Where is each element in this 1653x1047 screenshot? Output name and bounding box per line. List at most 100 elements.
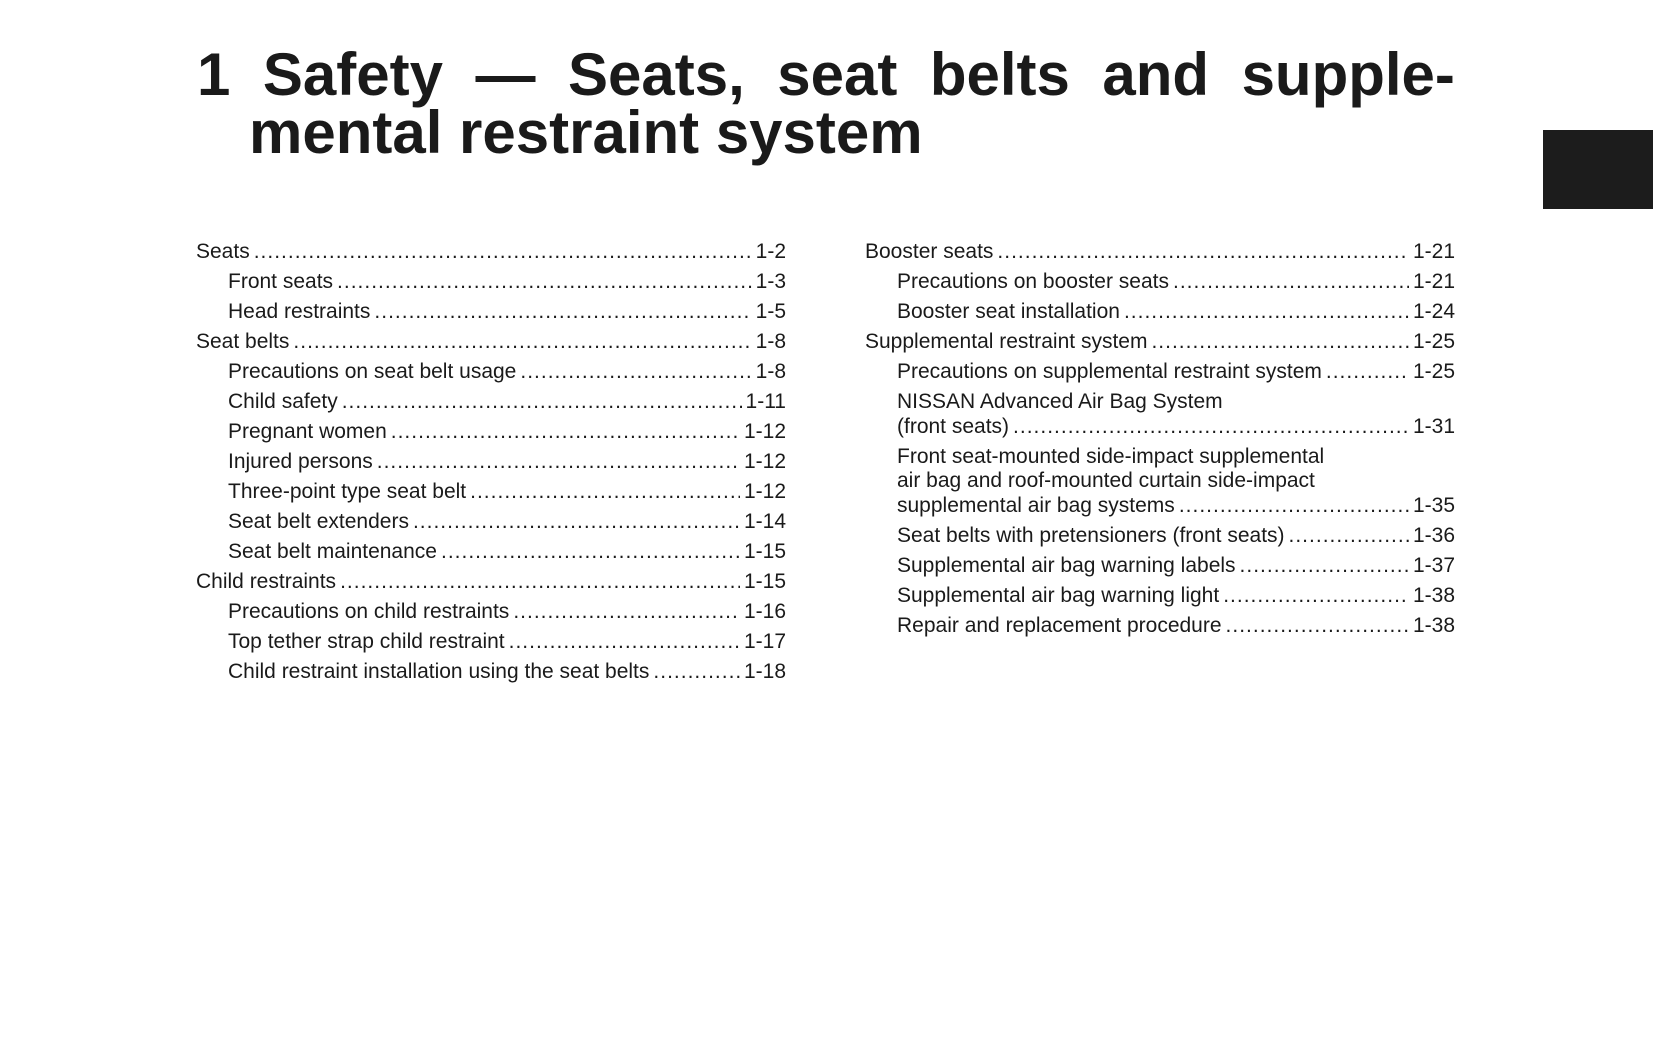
toc-entry-label: Three-point type seat belt (228, 480, 467, 503)
dot-leader (1240, 554, 1409, 579)
toc-entry[interactable]: Repair and replacement procedure 1-38 (865, 614, 1455, 639)
toc-entry[interactable]: Child restraint installation using the s… (196, 660, 786, 685)
dot-leader (1226, 614, 1409, 639)
title-word: Safety (262, 41, 443, 108)
toc-entry-label: supplemental air bag systems (897, 493, 1175, 517)
toc-entry-page: 1-12 (743, 480, 786, 503)
toc-entry-label: Supplemental air bag warning light (897, 583, 1220, 607)
toc-entry-label: Child safety (228, 390, 338, 413)
toc-entry[interactable]: Seats 1-2 (196, 240, 786, 265)
toc-entry[interactable]: Precautions on seat belt usage 1-8 (196, 360, 786, 385)
title-word: and (1102, 41, 1210, 108)
dot-leader (509, 630, 740, 655)
toc-entry[interactable]: Three-point type seat belt 1-12 (196, 480, 786, 505)
toc-entry-label: Seat belts (196, 330, 290, 353)
dot-leader (391, 420, 740, 445)
toc-entry-page: 1-17 (743, 630, 786, 653)
toc-entry-label: Child restraint installation using the s… (228, 660, 650, 683)
toc-entry[interactable]: Precautions on booster seats 1-21 (865, 270, 1455, 295)
toc-entry-page: 1-3 (755, 270, 786, 293)
toc-entry[interactable]: Front seat-mounted side-impact supplemen… (865, 445, 1455, 519)
dot-leader (653, 660, 740, 685)
toc-entry-label: (front seats) (897, 414, 1010, 438)
dot-leader (470, 480, 740, 505)
dot-leader (374, 300, 751, 325)
toc-entry-page: 1-21 (1412, 240, 1455, 263)
toc-entry-page: 1-8 (755, 360, 786, 383)
toc-entry[interactable]: Booster seats 1-21 (865, 240, 1455, 265)
toc-entry-page: 1-2 (755, 240, 786, 263)
toc-entry[interactable]: Front seats 1-3 (196, 270, 786, 295)
title-word: — (475, 41, 536, 108)
toc-entry-page: 1-16 (743, 600, 786, 623)
toc-entry[interactable]: Supplemental air bag warning light 1-38 (865, 584, 1455, 609)
toc-entry-page: 1-12 (743, 450, 786, 473)
toc-entry[interactable]: Pregnant women 1-12 (196, 420, 786, 445)
title-word: 1 (197, 41, 231, 108)
toc-entry[interactable]: NISSAN Advanced Air Bag System (front sea… (865, 390, 1455, 439)
toc-entry-label: Top tether strap child restraint (228, 630, 505, 653)
dot-leader (340, 570, 740, 595)
toc-entry-label: Precautions on supplemental restraint sy… (897, 360, 1322, 383)
dot-leader (413, 510, 740, 535)
toc-entry-label: Seat belt extenders (228, 510, 409, 533)
toc-entry[interactable]: Seat belts with pretensioners (front sea… (865, 524, 1455, 549)
toc-entry[interactable]: Precautions on child restraints 1-16 (196, 600, 786, 625)
dot-leader (997, 240, 1409, 265)
toc-entry-text: air bag and roof-mounted curtain side-im… (897, 469, 1315, 492)
dot-leader (1289, 524, 1409, 549)
chapter-title-line-1: 1 Safety — Seats, seat belts and supple- (197, 41, 1455, 108)
toc-entry-label: Precautions on booster seats (897, 270, 1169, 293)
toc-entry-label: Pregnant women (228, 420, 387, 443)
chapter-title: 1 Safety — Seats, seat belts and supple- mental… (197, 41, 1455, 163)
title-word: Seats, (567, 41, 745, 108)
toc-entry-label: Precautions on seat belt usage (228, 360, 517, 383)
dot-leader (337, 270, 752, 295)
dot-leader (1326, 360, 1409, 385)
toc-entry-page: 1-11 (745, 390, 786, 413)
dot-leader (1179, 494, 1409, 519)
toc-entry-page: 1-36 (1412, 523, 1455, 547)
toc-entry[interactable]: Supplemental restraint system 1-25 (865, 330, 1455, 355)
dot-leader (1223, 584, 1409, 609)
toc-entry[interactable]: Seat belt maintenance 1-15 (196, 540, 786, 565)
toc-entry[interactable]: Supplemental air bag warning labels 1-37 (865, 554, 1455, 579)
dot-leader (1013, 415, 1409, 440)
toc-entry[interactable]: Child restraints 1-15 (196, 570, 786, 595)
dot-leader (1151, 330, 1409, 355)
toc-entry-text: NISSAN Advanced Air Bag System (897, 390, 1223, 413)
toc-entry[interactable]: Seat belt extenders 1-14 (196, 510, 786, 535)
toc-entry[interactable]: Head restraints 1-5 (196, 300, 786, 325)
title-word: belts (929, 41, 1070, 108)
toc-entry[interactable]: Precautions on supplemental restraint sy… (865, 360, 1455, 385)
toc-entry-page: 1-18 (743, 660, 786, 683)
toc-entry-label: Front seats (228, 270, 334, 293)
toc-entry-label: Booster seat installation (897, 300, 1120, 323)
toc-entry[interactable]: Seat belts 1-8 (196, 330, 786, 355)
dot-leader (1124, 300, 1409, 325)
chapter-tab-marker (1543, 130, 1653, 209)
toc-entry-page: 1-25 (1412, 330, 1455, 353)
toc-entry-page: 1-24 (1412, 300, 1455, 323)
dot-leader (513, 600, 740, 625)
dot-leader (1173, 270, 1409, 295)
toc-entry-label: Supplemental air bag warning labels (897, 553, 1236, 577)
toc-entry-label: Repair and replacement procedure (897, 613, 1222, 637)
toc-entry-page: 1-15 (743, 540, 786, 563)
toc-entry[interactable]: Child safety 1-11 (196, 390, 786, 415)
dot-leader (441, 540, 740, 565)
toc-entry[interactable]: Top tether strap child restraint 1-17 (196, 630, 786, 655)
toc-entry[interactable]: Booster seat installation 1-24 (865, 300, 1455, 325)
toc-entry-page: 1-35 (1412, 493, 1455, 517)
toc-right-column: Booster seats1-21 Precautions on booster … (865, 240, 1455, 644)
dot-leader (520, 360, 751, 385)
toc-entry-page: 1-25 (1412, 360, 1455, 383)
toc-entry-label: Seat belt maintenance (228, 540, 437, 563)
toc-entry-label: Child restraints (196, 570, 337, 593)
toc-entry-page: 1-12 (743, 420, 786, 443)
toc-entry-page: 1-14 (743, 510, 786, 533)
toc-entry-label: Seat belts with pretensioners (front sea… (897, 523, 1285, 547)
toc-entry-label: Precautions on child restraints (228, 600, 510, 623)
toc-entry[interactable]: Injured persons 1-12 (196, 450, 786, 475)
toc-entry-page: 1-38 (1412, 583, 1455, 607)
